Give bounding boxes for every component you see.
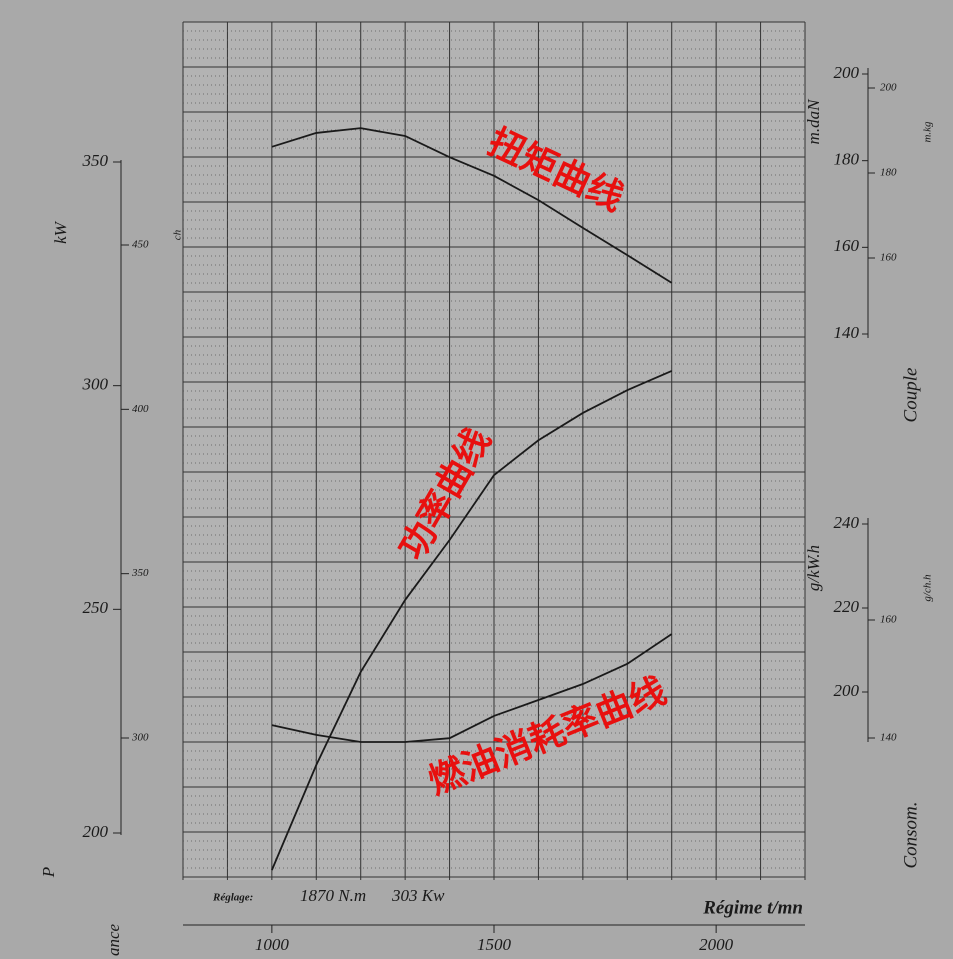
- y3-label: g/kW.h: [804, 545, 823, 591]
- series-line: [271, 370, 673, 871]
- y-alt-label: ch: [172, 229, 184, 240]
- y-title: P: [39, 867, 58, 878]
- y2-tick-label: 200: [834, 63, 860, 82]
- y-label: kW: [51, 220, 70, 244]
- y-tick-label: 300: [82, 375, 109, 394]
- y3-tick-label: 200: [834, 681, 860, 700]
- y2-tick-label: 180: [834, 150, 860, 169]
- x-tick-label: 2000: [699, 935, 734, 954]
- y-tick-label: 350: [82, 151, 109, 170]
- x-tick-label: 1000: [255, 935, 290, 954]
- setting-label: Réglage:: [212, 892, 253, 904]
- y2-label: m.daN: [804, 98, 823, 145]
- y3-alt-tick-label: 140: [880, 732, 897, 744]
- x-label: Régime t/mn: [702, 897, 803, 918]
- y-alt-tick-label: 350: [131, 567, 149, 579]
- y-alt-tick-label: 400: [132, 403, 149, 415]
- x-tick-label: 1500: [477, 935, 512, 954]
- y-title-tail: ance: [104, 924, 123, 957]
- setting-torque: 1870 N.m: [300, 886, 366, 905]
- y3-alt-label: g/ch.h: [922, 574, 934, 602]
- series-line: [271, 127, 673, 284]
- y2-alt-tick-label: 160: [880, 252, 897, 264]
- y2-alt-tick-label: 200: [880, 82, 897, 94]
- y2-title: Couple: [900, 368, 921, 423]
- y3-title: Consom.: [900, 801, 921, 868]
- y3-tick-label: 220: [834, 597, 860, 616]
- y3-alt-tick-label: 160: [880, 614, 897, 626]
- y-tick-label: 200: [83, 822, 109, 841]
- series-line: [271, 633, 673, 743]
- y2-alt-tick-label: 180: [880, 167, 897, 179]
- setting-power: 303 Kw: [391, 886, 445, 905]
- y3-tick-label: 240: [834, 513, 860, 532]
- y2-tick-label: 140: [834, 323, 860, 342]
- grid: [182, 21, 806, 880]
- y2-tick-label: 160: [834, 236, 860, 255]
- y-alt-tick-label: 300: [131, 732, 149, 744]
- y-tick-label: 250: [83, 598, 109, 617]
- y2-alt-label: m.kg: [922, 121, 934, 143]
- y-alt-tick-label: 450: [132, 239, 149, 251]
